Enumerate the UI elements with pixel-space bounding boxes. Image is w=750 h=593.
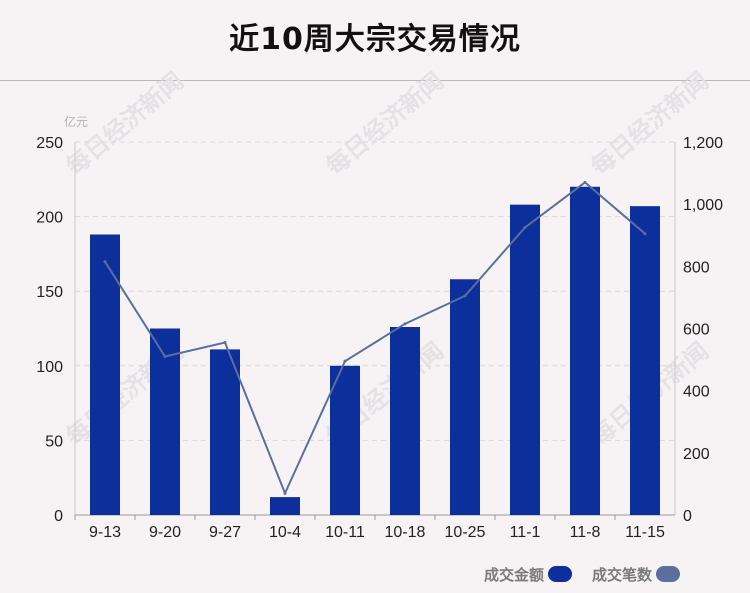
count-point-10-11	[343, 359, 347, 363]
left-tick-label: 200	[36, 210, 63, 227]
right-tick-label: 1,000	[683, 197, 723, 214]
legend-count: 成交笔数	[592, 563, 681, 585]
right-tick-label: 600	[683, 322, 710, 339]
watermark: 每日经济新闻	[321, 67, 449, 181]
left-tick-label: 100	[36, 359, 63, 376]
x-tick-label: 9-20	[149, 524, 181, 541]
count-point-11-1	[523, 225, 527, 229]
count-point-11-15	[643, 232, 647, 236]
watermark: 每日经济新闻	[586, 67, 714, 181]
bar-10-11	[330, 365, 360, 515]
right-tick-label: 800	[683, 259, 710, 276]
right-tick-label: 200	[683, 446, 710, 463]
bar-11-1	[510, 204, 540, 515]
count-point-9-20	[163, 354, 167, 358]
legend-amount-swatch	[548, 566, 573, 582]
x-tick-label: 11-1	[510, 524, 541, 541]
left-tick-label: 250	[36, 135, 63, 152]
title-divider	[0, 80, 750, 81]
bar-10-18	[390, 327, 420, 515]
x-tick-label: 9-13	[89, 524, 121, 541]
bar-10-25	[450, 279, 480, 515]
left-tick-label: 150	[36, 284, 63, 301]
x-tick-label: 10-4	[269, 524, 301, 541]
bar-9-27	[210, 349, 240, 515]
legend-count-swatch	[656, 566, 681, 582]
count-line	[104, 181, 646, 496]
chart-title: 近10周大宗交易情况	[229, 22, 521, 57]
bar-11-8	[570, 186, 600, 515]
x-tick-label: 11-8	[570, 524, 601, 541]
bar-9-13	[90, 234, 120, 515]
count-point-10-4	[283, 491, 287, 495]
x-tick-label: 10-11	[325, 524, 365, 541]
left-axis-unit: 亿元	[64, 114, 88, 129]
bar-10-4	[270, 497, 300, 515]
left-tick-label: 50	[45, 433, 63, 450]
right-tick-label: 400	[683, 384, 710, 401]
count-point-9-27	[223, 340, 227, 344]
bar-11-15	[630, 206, 660, 515]
legend-amount-label: 成交金额	[484, 565, 545, 584]
x-tick-label: 11-15	[625, 524, 665, 541]
count-point-10-18	[403, 322, 407, 326]
right-tick-label: 1,200	[683, 135, 723, 152]
x-tick-label: 10-25	[445, 524, 486, 541]
count-point-10-25	[463, 294, 467, 298]
right-tick-label: 0	[683, 508, 692, 525]
count-point-11-8	[583, 180, 587, 184]
count-point-9-13	[103, 260, 107, 264]
left-tick-label: 0	[54, 508, 63, 525]
bar-9-20	[150, 328, 180, 515]
legend-amount: 成交金额	[484, 563, 573, 585]
legend-count-label: 成交笔数	[592, 565, 653, 584]
x-tick-label: 9-27	[209, 524, 241, 541]
x-tick-label: 10-18	[385, 524, 426, 541]
